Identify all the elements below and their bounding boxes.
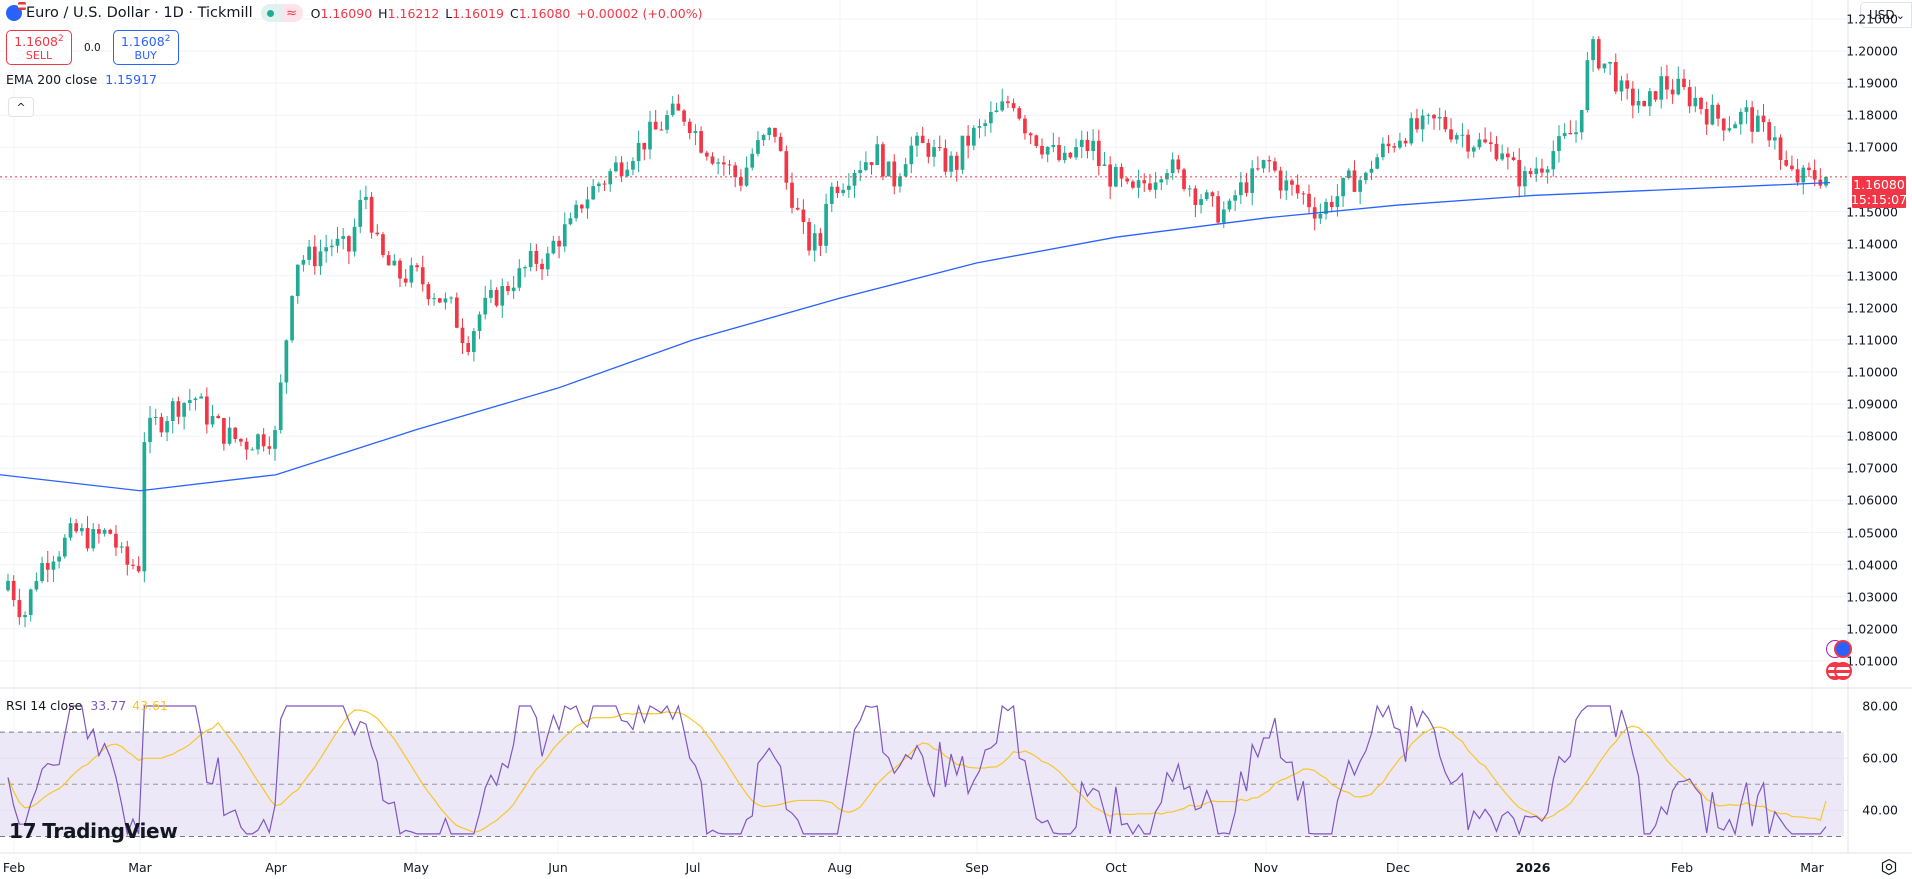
eu-event-icon[interactable] <box>1834 640 1852 658</box>
rsi-tick: 40.00 <box>1862 802 1898 818</box>
time-tick: 2026 <box>1515 860 1551 875</box>
time-tick: Nov <box>1253 860 1279 875</box>
rsi-ma-value: 43.61 <box>132 698 168 713</box>
price-tick: 1.12000 <box>1846 300 1898 316</box>
price-tick: 1.07000 <box>1846 460 1898 476</box>
time-tick: Feb <box>1670 860 1694 875</box>
chevron-up-icon: ^ <box>16 100 26 114</box>
tv-mark-icon: 𝟭𝟳 <box>9 819 37 843</box>
symbol-legend[interactable]: Euro / U.S. Dollar · 1D · Tickmill ≈ O1.… <box>6 2 703 22</box>
collapse-legend-button[interactable]: ^ <box>8 97 34 117</box>
chart-settings-button[interactable] <box>1880 858 1898 876</box>
time-tick: Mar <box>128 860 152 875</box>
rsi-value: 33.77 <box>90 698 127 713</box>
time-tick: Oct <box>1105 860 1127 875</box>
delayed-data-icon: ≈ <box>280 4 303 22</box>
ema-value: 1.15917 <box>105 72 157 87</box>
price-tick: 1.04000 <box>1846 557 1898 573</box>
price-tick: 1.02000 <box>1846 621 1898 637</box>
price-tick: 1.08000 <box>1846 428 1898 444</box>
price-change: +0.00002 (+0.00%) <box>576 5 703 21</box>
time-tick: Apr <box>265 860 287 875</box>
time-tick: Mar <box>1800 860 1824 875</box>
time-tick: May <box>403 860 429 875</box>
time-tick: Dec <box>1385 860 1411 875</box>
market-status-pill[interactable]: ≈ <box>260 4 303 22</box>
rsi-legend[interactable]: RSI 14 close 33.77 43.61 <box>6 698 168 713</box>
time-tick: Sep <box>965 860 989 875</box>
rsi-tick: 60.00 <box>1862 750 1898 766</box>
price-tick: 1.01000 <box>1846 653 1898 669</box>
gear-icon <box>1881 858 1897 876</box>
eur-usd-flag-icon <box>6 2 26 21</box>
last-price: 1.16080 <box>1853 177 1905 192</box>
price-tick: 1.09000 <box>1846 396 1898 412</box>
ema-legend[interactable]: EMA 200 close 1.15917 <box>6 72 157 87</box>
market-open-icon <box>260 4 281 22</box>
ema-name: EMA 200 close <box>6 72 98 87</box>
ohlc-open: O1.16090 <box>310 5 373 21</box>
price-tick: 1.17000 <box>1846 139 1898 155</box>
symbol-title[interactable]: Euro / U.S. Dollar · 1D · Tickmill <box>26 5 253 21</box>
rsi-tick: 80.00 <box>1862 698 1898 714</box>
price-tick: 1.18000 <box>1846 107 1898 123</box>
logo-text: TradingView <box>42 819 178 843</box>
price-tick: 1.13000 <box>1846 268 1898 284</box>
price-tick: 1.10000 <box>1846 364 1898 380</box>
price-tick: 1.14000 <box>1846 236 1898 252</box>
time-tick: Aug <box>827 860 853 875</box>
buy-button[interactable]: 1.16082 BUY <box>112 30 179 65</box>
price-tick: 1.20000 <box>1846 43 1898 59</box>
price-tick: 1.19000 <box>1846 75 1898 91</box>
us-event-icon-2[interactable] <box>1834 662 1852 680</box>
price-tick: 1.05000 <box>1846 525 1898 540</box>
price-tick: 1.21000 <box>1846 11 1898 27</box>
ohlc-low: L1.16019 <box>445 5 504 21</box>
rsi-name: RSI 14 close <box>6 698 83 713</box>
sell-button[interactable]: 1.16082 SELL <box>6 30 72 65</box>
trade-panel: 1.16082 SELL 0.0 1.16082 BUY <box>6 30 179 65</box>
price-tick: 1.11000 <box>1846 332 1898 348</box>
last-price-tag: 1.16080 15:15:07 <box>1850 176 1908 208</box>
ohlc-high: H1.16212 <box>378 5 440 21</box>
price-tick: 1.06000 <box>1846 492 1898 508</box>
spread-value: 0.0 <box>84 41 101 54</box>
price-tick: 1.03000 <box>1846 589 1898 605</box>
chevron-down-icon: ⌄ <box>1895 8 1905 22</box>
currency-label: USD <box>1869 8 1895 22</box>
time-tick: Jul <box>685 860 701 875</box>
time-tick: Feb <box>2 860 26 875</box>
time-tick: Jun <box>548 860 568 875</box>
ohlc-close: C1.16080 <box>509 5 571 21</box>
bar-countdown: 15:15:07 <box>1850 192 1908 207</box>
tradingview-logo[interactable]: 𝟭𝟳 TradingView <box>9 819 178 843</box>
